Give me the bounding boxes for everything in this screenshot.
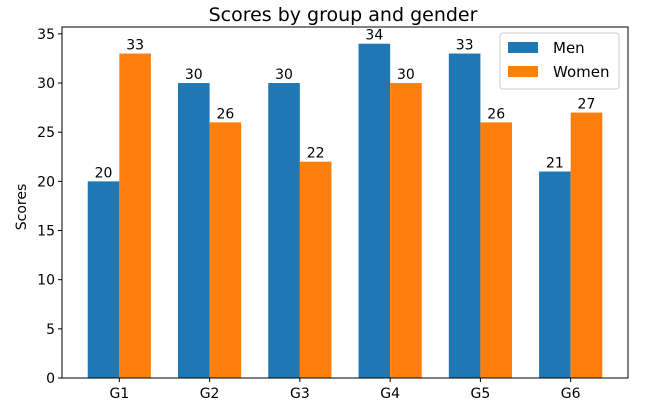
plot-frame (61, 26, 629, 379)
bar-value-label: 33 (456, 38, 474, 54)
bars-layer (87, 43, 603, 379)
y-tick-label: 20 (37, 174, 55, 190)
bar-men-g4 (358, 43, 391, 378)
y-tick-label: 10 (37, 273, 55, 289)
legend-label-women: Women (553, 63, 609, 81)
bar-value-label: 34 (365, 28, 383, 44)
bar-labels-layer: 20 33 30 26 30 22 34 30 33 26 21 27 (95, 28, 596, 182)
bar-men-g3 (268, 83, 300, 378)
bar-value-label: 30 (397, 67, 415, 83)
bar-women-g1 (119, 53, 151, 379)
legend-label-men: Men (553, 39, 585, 57)
bar-value-label: 21 (546, 156, 564, 172)
bar-men-g2 (177, 83, 210, 378)
y-tick-label: 25 (37, 125, 55, 141)
x-tick-label: G3 (290, 386, 310, 402)
x-tick-label: G1 (109, 386, 129, 402)
bar-value-label: 30 (185, 67, 203, 83)
y-tick-label: 0 (46, 371, 55, 387)
x-tick-label: G5 (471, 386, 491, 402)
bar-value-label: 30 (275, 67, 293, 83)
bar-women-g4 (390, 83, 422, 378)
legend: Men Women (499, 32, 620, 90)
legend-swatch-men (508, 42, 538, 53)
bar-men-g6 (539, 171, 571, 378)
y-axis-label: Scores (14, 184, 30, 231)
y-tick-label: 30 (37, 76, 55, 92)
bar-value-label: 26 (216, 106, 234, 122)
bar-men-g1 (87, 181, 120, 378)
bar-value-label: 20 (95, 165, 113, 181)
y-tick-label: 35 (37, 27, 55, 43)
chart-title: Scores by group and gender (209, 4, 478, 26)
legend-swatch-women (508, 66, 538, 77)
x-tick-label: G2 (200, 386, 220, 402)
bar-value-label: 26 (487, 106, 505, 122)
bar-women-g3 (299, 161, 332, 378)
x-tick-label: G4 (380, 386, 400, 402)
y-tick-label: 15 (37, 224, 55, 240)
bar-value-label: 22 (307, 146, 325, 162)
x-axis-ticks: G1 G2 G3 G4 G5 G6 (109, 378, 581, 402)
x-tick-label: G6 (561, 386, 581, 402)
bar-women-g6 (570, 112, 603, 379)
bar-value-label: 27 (578, 97, 596, 113)
y-tick-label: 5 (46, 322, 55, 338)
bar-value-label: 33 (126, 38, 144, 54)
y-axis-ticks: 0 5 10 15 20 25 30 35 (37, 27, 62, 387)
bar-men-g5 (448, 53, 481, 379)
bar-women-g5 (480, 122, 513, 378)
bar-women-g2 (209, 122, 242, 378)
